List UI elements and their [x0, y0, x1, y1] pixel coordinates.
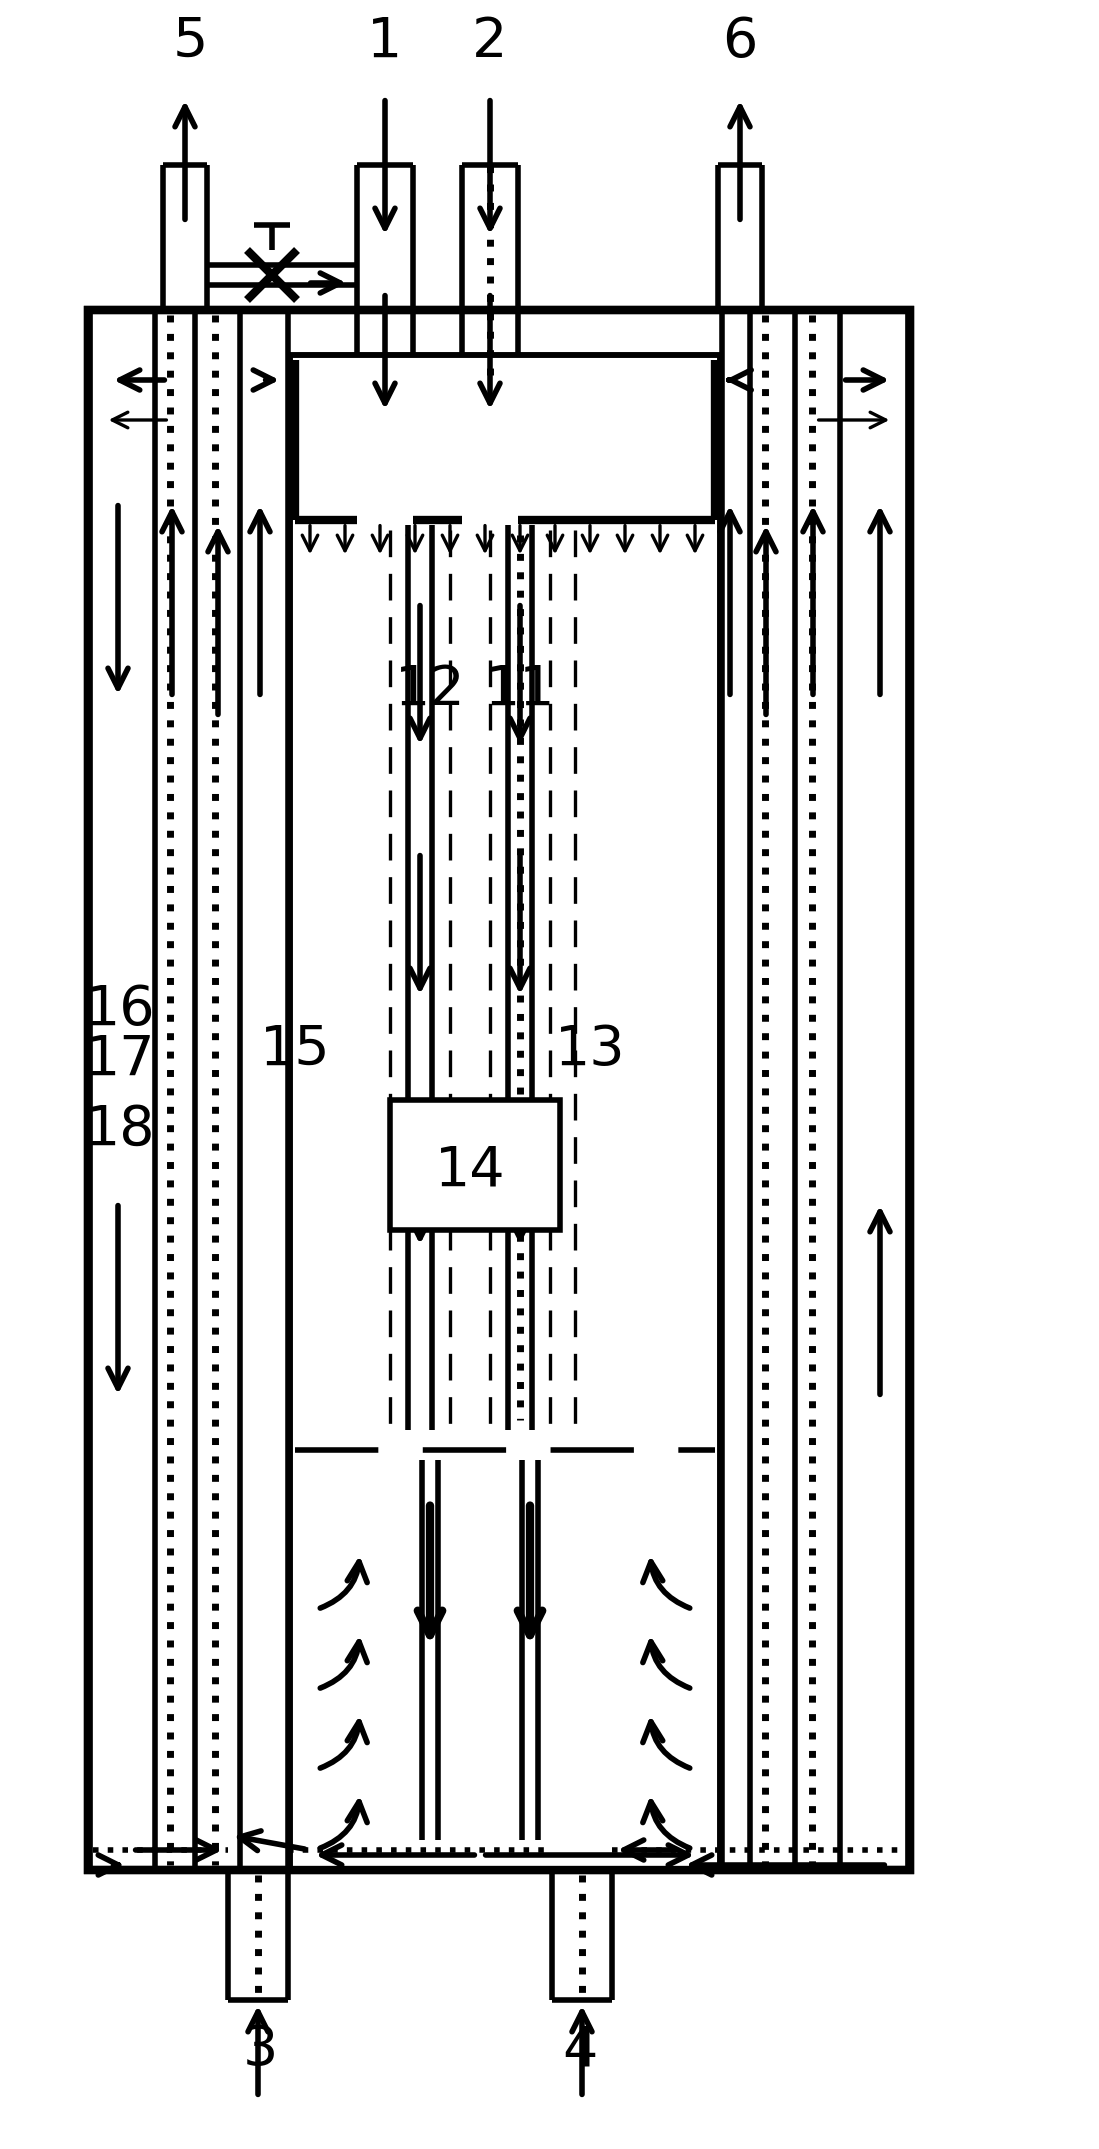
Text: 2: 2: [473, 15, 508, 69]
Bar: [290, 355, 720, 1870]
Bar: [390, 1100, 560, 1229]
Text: 17: 17: [85, 1034, 155, 1087]
Text: 5: 5: [173, 15, 208, 69]
Text: 1: 1: [367, 15, 402, 69]
Text: 18: 18: [85, 1102, 155, 1156]
Text: 16: 16: [85, 982, 155, 1038]
Text: 12: 12: [395, 664, 465, 718]
Text: 4: 4: [563, 2022, 598, 2076]
Text: 15: 15: [259, 1023, 331, 1077]
Text: 13: 13: [555, 1023, 625, 1077]
Bar: [290, 355, 720, 1870]
Text: 11: 11: [485, 664, 555, 718]
Bar: [88, 309, 910, 1870]
Text: 14: 14: [435, 1143, 506, 1197]
Text: 3: 3: [242, 2022, 278, 2076]
Bar: [88, 309, 910, 1870]
Text: 6: 6: [722, 15, 757, 69]
